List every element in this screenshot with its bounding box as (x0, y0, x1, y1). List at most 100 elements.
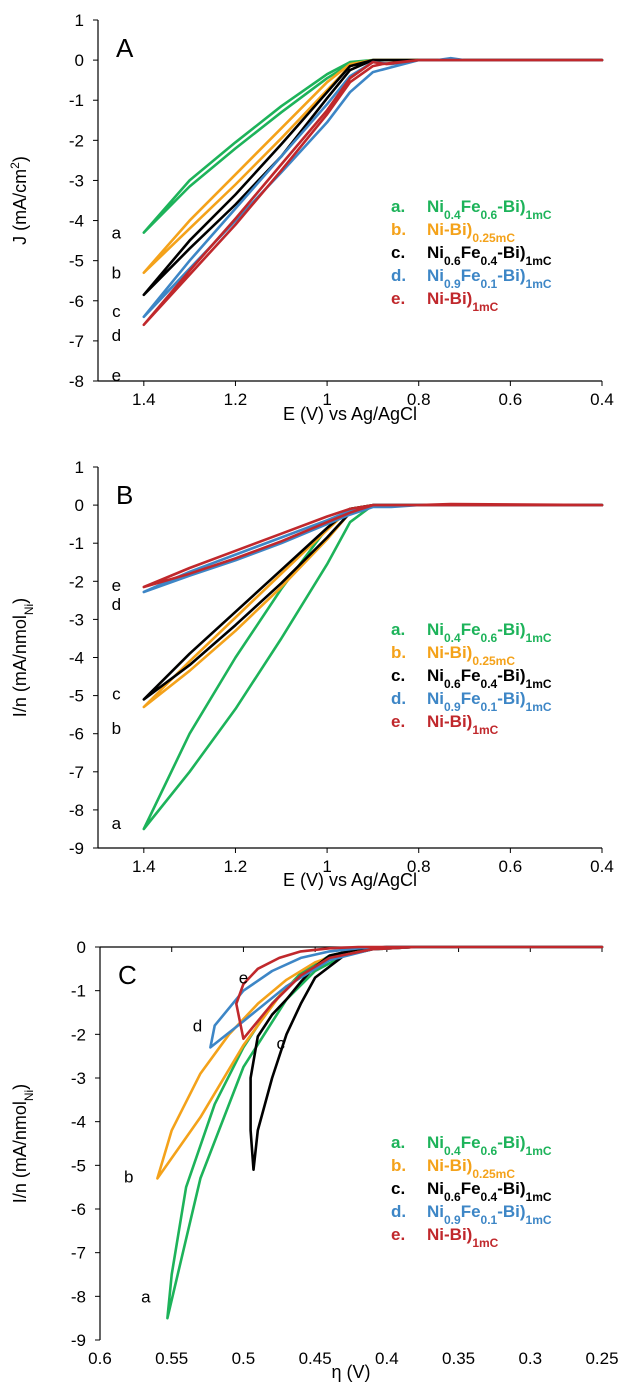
x-tick-label: 0.25 (585, 1349, 618, 1368)
figure.legend_entries.2.parts-part: Ni (427, 243, 444, 262)
y-tick-label: -3 (69, 171, 84, 190)
y-tick-label: -9 (69, 839, 84, 858)
legend-label-c: Ni0.6Fe0.4-Bi)1mC (427, 1179, 552, 1204)
y-tick-label: -8 (69, 801, 84, 820)
curve-label-c: c (112, 302, 121, 321)
curve-label-b: b (112, 264, 121, 283)
curve-label-e: e (239, 969, 248, 988)
panel-label: C (118, 960, 137, 990)
chart_data.2.ylabel_parts-part: Ni (22, 1090, 36, 1101)
panel-c: 0-1-2-3-4-5-6-7-8-90.6 0.55 0.5 0.45 0.4 0.35… (10, 938, 618, 1382)
y-tick-label: 0 (77, 938, 86, 957)
legend-marker-c: c. (391, 666, 405, 685)
figure.legend_entries.4.parts-part: 1mC (472, 723, 498, 737)
y-tick-label: -2 (71, 1025, 86, 1044)
series-line-c (142, 58, 604, 297)
curve-label-c: c (276, 1034, 285, 1053)
curve-label-e: e (112, 576, 121, 595)
y-axis-title: I/n (mA/nmolNi) (10, 598, 36, 717)
legend-label-c: Ni0.6Fe0.4-Bi)1mC (427, 243, 552, 268)
legend-label-d: Ni0.9Fe0.1-Bi)1mC (427, 689, 552, 714)
curve-label-b: b (112, 719, 121, 738)
legend-marker-e: e. (391, 1225, 405, 1244)
figure.legend_entries.0.parts-part: 1mC (526, 631, 552, 645)
figure.legend_entries.2.parts-part: 0.4 (481, 677, 498, 691)
figure.legend_entries.1.parts-part: Ni-Bi) (427, 643, 472, 662)
figure.legend_entries.0.parts-part: 1mC (526, 1144, 552, 1158)
figure.legend_entries.2.parts-part: 0.4 (481, 1190, 498, 1204)
legend-label-e: Ni-Bi)1mC (427, 1225, 499, 1250)
chart_data.0.ylabel_parts-part: ) (10, 156, 30, 162)
figure.legend_entries.0.parts-part: 0.6 (481, 208, 498, 222)
legend-label-e: Ni-Bi)1mC (427, 712, 499, 737)
legend-marker-d: d. (391, 689, 406, 708)
chart_data.0.ylabel_parts-part: J (mA/cm (10, 169, 30, 245)
y-tick-label: -8 (69, 372, 84, 391)
x-tick-label: 1 (322, 390, 331, 409)
y-tick-label: -1 (71, 982, 86, 1001)
figure.legend_entries.0.parts-part: -Bi) (497, 620, 525, 639)
series-line-c (249, 945, 604, 1171)
x-tick-label: 0.5 (232, 1349, 256, 1368)
x-tick-label: 0.45 (299, 1349, 332, 1368)
series-line-e (235, 945, 604, 1040)
x-axis-title: E (V) vs Ag/AgCl (283, 870, 417, 890)
figure.legend_entries.3.parts-part: 0.9 (444, 1213, 461, 1227)
figure.legend_entries.0.parts-part: Fe (461, 620, 481, 639)
figure.legend_entries.0.parts-part: -Bi) (497, 1133, 525, 1152)
x-tick-label: 0.8 (407, 390, 431, 409)
x-tick-label: 0.4 (590, 857, 614, 876)
legend-marker-a: a. (391, 197, 405, 216)
curve-label-d: d (112, 595, 121, 614)
x-tick-label: 1.4 (132, 857, 156, 876)
figure.legend_entries.3.parts-part: Ni (427, 1202, 444, 1221)
figure.legend_entries.2.parts-part: -Bi) (497, 1179, 525, 1198)
figure.legend_entries.2.parts-part: 0.4 (481, 254, 498, 268)
legend-marker-e: e. (391, 289, 405, 308)
figure.legend_entries.2.parts-part: 1mC (526, 677, 552, 691)
y-tick-label: -1 (69, 91, 84, 110)
x-tick-label: 0.55 (155, 1349, 188, 1368)
legend-marker-d: d. (391, 266, 406, 285)
curve-label-c: c (112, 685, 121, 704)
figure.legend_entries.2.parts-part: 1mC (526, 254, 552, 268)
chart_data.0.ylabel_parts-part: 2 (8, 162, 22, 169)
curve-label-b: b (124, 1167, 133, 1186)
figure.legend_entries.0.parts-part: Ni (427, 1133, 444, 1152)
y-tick-label: -3 (69, 610, 84, 629)
figure.legend_entries.3.parts-part: 0.9 (444, 277, 461, 291)
x-tick-label: 0.8 (407, 857, 431, 876)
x-axis-title: E (V) vs Ag/AgCl (283, 404, 417, 424)
figure.legend_entries.3.parts-part: -Bi) (497, 1202, 525, 1221)
legend-marker-b: b. (391, 643, 406, 662)
figure.legend_entries.1.parts-part: Ni-Bi) (427, 1156, 472, 1175)
legend-label-b: Ni-Bi)0.25mC (427, 643, 515, 668)
legend-label-d: Ni0.9Fe0.1-Bi)1mC (427, 1202, 552, 1227)
chart_data.1.ylabel_parts-part: I/n (mA/nmol (10, 615, 30, 717)
series-line-e (142, 502, 604, 589)
panel-b: 1 0 -1 -2 -3 -4 -5 -6 -7 -8 -9 1.4 1.2 1 0.8 0.6 0.4 E (V… (10, 458, 614, 890)
legend-label-b: Ni-Bi)0.25mC (427, 1156, 515, 1181)
legend-marker-e: e. (391, 712, 405, 731)
legend-label-d: Ni0.9Fe0.1-Bi)1mC (427, 266, 552, 291)
y-tick-label: -5 (69, 252, 84, 271)
figure.legend_entries.4.parts-part: Ni-Bi) (427, 289, 472, 308)
figure.legend_entries.3.parts-part: 1mC (526, 277, 552, 291)
figure.legend_entries.1.parts-part: 0.25mC (472, 231, 515, 245)
x-tick-label: 1.4 (132, 390, 156, 409)
figure.legend_entries.4.parts-part: Ni-Bi) (427, 1225, 472, 1244)
y-tick-label: 0 (75, 51, 84, 70)
curve-label-d: d (112, 326, 121, 345)
figure.legend_entries.0.parts-part: 0.4 (444, 631, 461, 645)
figure.legend_entries.2.parts-part: Ni (427, 1179, 444, 1198)
curve-label-a: a (112, 224, 122, 243)
legend-marker-c: c. (391, 1179, 405, 1198)
figure.legend_entries.0.parts-part: 0.4 (444, 1144, 461, 1158)
figure.legend_entries.4.parts-part: 1mC (472, 1236, 498, 1250)
figure.legend_entries.0.parts-part: 0.6 (481, 631, 498, 645)
x-tick-label: 0.4 (375, 1349, 399, 1368)
chart_data.2.ylabel_parts-part: ) (10, 1084, 30, 1090)
figure.legend_entries.3.parts-part: Ni (427, 689, 444, 708)
y-axis-title: J (mA/cm2) (8, 156, 30, 245)
